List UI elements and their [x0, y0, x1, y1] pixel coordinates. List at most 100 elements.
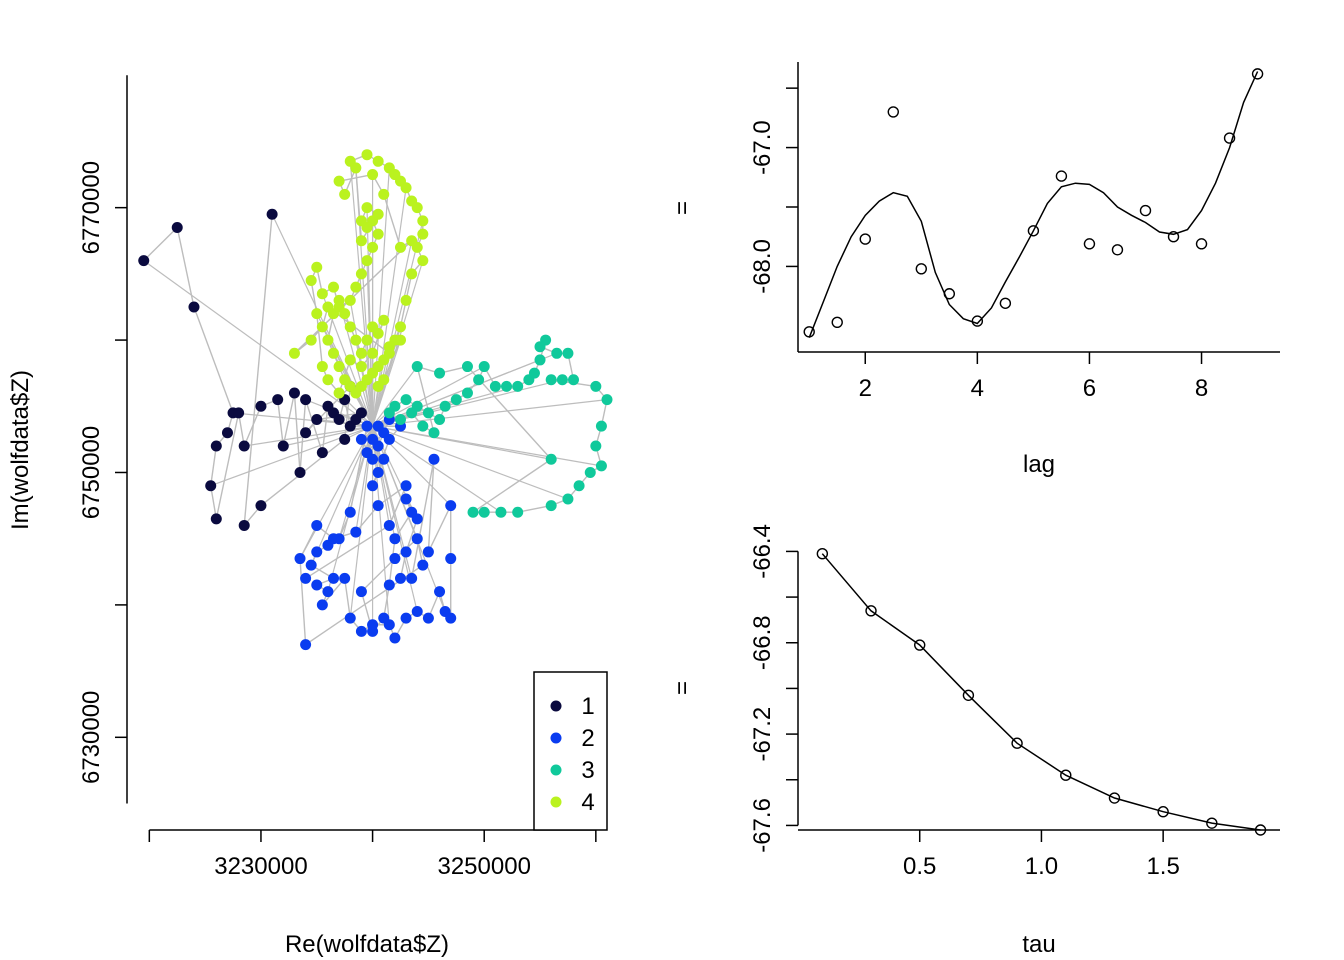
data-point	[1060, 769, 1072, 781]
data-point	[943, 288, 956, 300]
data-point	[400, 493, 412, 505]
data-point	[210, 440, 222, 452]
data-point	[400, 394, 412, 406]
data-point	[545, 374, 557, 386]
legend-label: 4	[581, 789, 594, 816]
spatial-panel: 3230000 3250000 6730000 6750000 6770000 Re(w…	[7, 75, 613, 958]
x-axis-title: tau	[1022, 931, 1055, 958]
data-point	[344, 321, 356, 333]
x-tick-label: 6	[1083, 375, 1096, 402]
data-point	[999, 297, 1012, 309]
data-point	[389, 533, 401, 545]
x-tick-label: 3230000	[214, 853, 307, 880]
data-point	[188, 301, 200, 313]
data-point	[962, 689, 975, 701]
trajectory-edge	[343, 386, 351, 440]
data-point	[417, 420, 429, 432]
data-point	[367, 625, 379, 637]
data-point	[383, 347, 395, 359]
trajectory-edge	[282, 392, 296, 447]
data-point	[355, 235, 367, 247]
data-point	[383, 433, 395, 445]
y-tick-label: -67.2	[749, 707, 776, 762]
data-point	[339, 374, 351, 386]
legend: 1 2 3 4	[533, 671, 608, 831]
data-point	[305, 274, 317, 286]
data-point	[367, 480, 379, 492]
trajectory-edge	[377, 485, 407, 507]
data-point	[367, 169, 379, 181]
data-point	[171, 222, 183, 234]
smooth-curve	[808, 71, 1259, 338]
trajectory-edge	[416, 366, 435, 433]
data-point	[406, 268, 418, 280]
data-point	[311, 261, 323, 273]
data-point	[595, 460, 607, 472]
x-tick-label: 0.5	[903, 853, 936, 880]
connecting-line	[821, 553, 1261, 831]
data-point	[1195, 238, 1208, 250]
data-point	[816, 548, 829, 560]
data-point	[344, 506, 356, 518]
data-point	[300, 572, 312, 584]
y-tick-label: -67.0	[749, 120, 776, 175]
data-point	[322, 586, 334, 598]
data-point	[473, 374, 485, 386]
data-point	[422, 407, 434, 419]
data-point	[1167, 231, 1180, 243]
data-point	[300, 427, 312, 439]
data-point	[512, 506, 524, 518]
data-point	[394, 334, 406, 346]
data-point	[400, 294, 412, 306]
data-point	[378, 188, 390, 200]
data-point	[1206, 817, 1218, 829]
data-point	[328, 281, 340, 293]
data-point	[300, 394, 312, 406]
data-point	[495, 506, 507, 518]
data-point	[595, 420, 607, 432]
data-point	[355, 268, 367, 280]
data-point	[1139, 204, 1152, 217]
data-point	[210, 513, 222, 525]
data-point	[400, 546, 412, 558]
x-axis-title: lag	[1023, 451, 1055, 478]
data-point	[221, 427, 233, 439]
data-point	[400, 612, 412, 624]
y-axis-title: =	[669, 681, 696, 695]
trajectory-edge	[427, 505, 452, 553]
data-point	[394, 414, 406, 426]
x-tick-label: 2	[859, 375, 872, 402]
data-point	[238, 440, 250, 452]
data-point	[322, 374, 334, 386]
y-tick-label: -67.6	[749, 798, 776, 853]
data-point	[400, 182, 412, 194]
data-point	[294, 553, 306, 565]
hub-edge	[366, 207, 374, 427]
data-point	[389, 553, 401, 565]
data-point	[288, 387, 300, 399]
data-point	[1157, 806, 1169, 818]
data-point	[467, 506, 479, 518]
data-point	[355, 433, 367, 445]
axes-layer: 3230000 3250000 6730000 6750000 6770000	[78, 75, 597, 880]
data-point	[322, 301, 334, 313]
data-point	[545, 500, 557, 512]
data-point	[361, 202, 373, 214]
data-point	[803, 326, 815, 338]
data-point	[556, 374, 568, 386]
data-point	[501, 380, 513, 392]
data-point	[545, 453, 557, 465]
data-point	[294, 466, 306, 478]
data-point	[434, 367, 446, 379]
data-point	[355, 586, 367, 598]
data-point	[339, 572, 351, 584]
trajectory-edge	[321, 577, 346, 606]
data-point	[411, 533, 423, 545]
data-point	[383, 519, 395, 531]
data-point	[372, 327, 384, 339]
data-point	[489, 380, 501, 392]
data-point	[367, 347, 379, 359]
data-point	[372, 466, 384, 478]
x-tick-label: 4	[971, 375, 984, 402]
data-point	[512, 380, 524, 392]
